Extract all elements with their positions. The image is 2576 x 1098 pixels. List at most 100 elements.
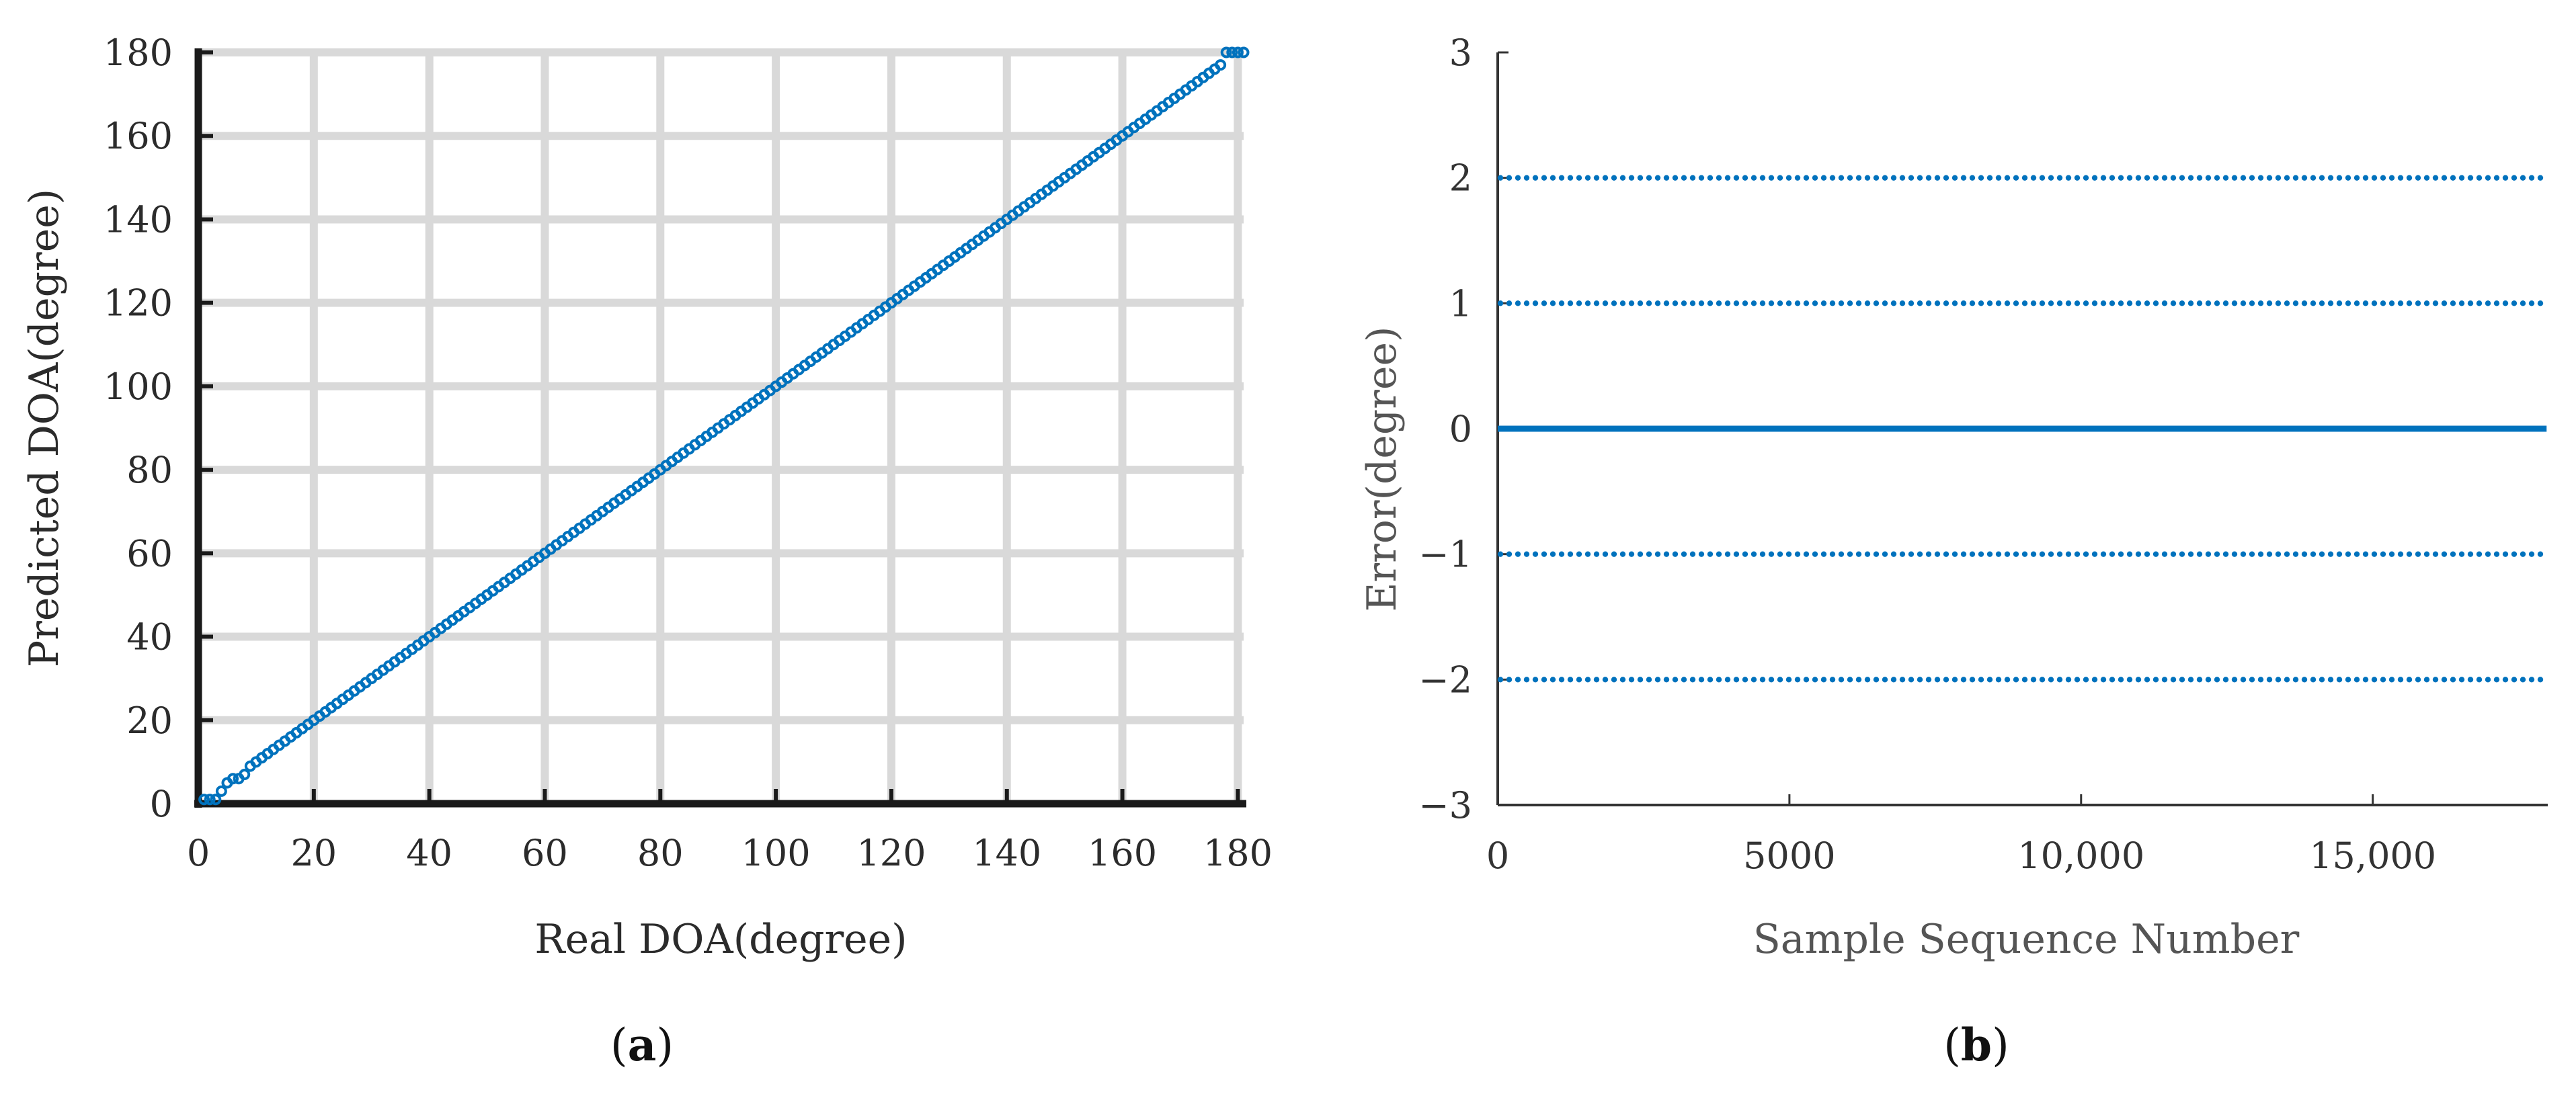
panel-b-data-point <box>2476 677 2483 683</box>
panel-b-data-point <box>2458 175 2465 181</box>
panel-b-data-point <box>2528 677 2535 683</box>
panel-a-x-tick-label: 100 <box>741 832 811 874</box>
panel-b-data-point <box>2450 551 2456 557</box>
panel-b-data-point <box>2397 175 2404 181</box>
panel-b-data-point <box>1899 175 1906 181</box>
panel-b-data-point <box>1637 551 1644 557</box>
panel-b-data-point <box>2415 175 2421 181</box>
panel-b-data-point <box>2511 551 2518 557</box>
panel-b-data-point <box>2249 175 2255 181</box>
panel-b-data-point <box>2170 175 2177 181</box>
panel-b-data-point <box>2441 677 2448 683</box>
panel-a-x-tick-label: 0 <box>187 832 210 874</box>
panel-b-data-point <box>2021 551 2028 557</box>
panel-b-data-point <box>2030 300 2037 306</box>
panel-b-data-point <box>2458 551 2465 557</box>
panel-b-data-point <box>2135 551 2142 557</box>
panel-b-data-point <box>2222 300 2229 306</box>
panel-b-data-point <box>2004 677 2011 683</box>
panel-b-data-point <box>2493 175 2500 181</box>
panel-b-data-point <box>2205 175 2212 181</box>
panel-b-data-point <box>1995 551 2002 557</box>
panel-b-data-point <box>2327 551 2334 557</box>
panel-b-data-point <box>2266 677 2273 683</box>
panel-b-data-point <box>1768 175 1775 181</box>
panel-b-data-point <box>2030 551 2037 557</box>
panel-b-data-point <box>2065 677 2072 683</box>
panel-b-data-point <box>2240 677 2247 683</box>
panel-b-y-tick-label: −3 <box>1418 784 1472 827</box>
panel-b-data-point <box>1960 551 1967 557</box>
panel-b-x-tick-label: 5000 <box>1743 835 1835 877</box>
panel-a-y-tick-label: 120 <box>104 282 173 325</box>
panel-a-data-point <box>1232 46 1244 58</box>
panel-b-data-point <box>1951 551 1958 557</box>
panel-b-y-tick-label: 3 <box>1449 32 1472 74</box>
panel-a-y-tick-label: 140 <box>104 198 173 241</box>
panel-b-data-point <box>1637 300 1644 306</box>
panel-b-data-point <box>1794 175 1801 181</box>
panel-b-data-point <box>2118 677 2124 683</box>
panel-b-error-level-row <box>1497 175 2544 181</box>
panel-b-data-point <box>2371 677 2378 683</box>
panel-b-error-level-row <box>1497 300 2544 306</box>
panel-b-data-point <box>1567 677 1574 683</box>
panel-b-data-point <box>1602 551 1609 557</box>
panel-a-y-tick-label: 80 <box>126 449 173 491</box>
panel-b-data-point <box>2179 677 2185 683</box>
panel-b-data-point <box>2144 175 2150 181</box>
panel-b-data-point <box>2065 175 2072 181</box>
panel-a-y-tick-labels: 0 20 40 60 80 100 120 140 160 180 <box>104 32 173 825</box>
panel-b-data-point <box>1917 677 1923 683</box>
panel-b-data-point <box>2039 677 2046 683</box>
panel-b-data-point <box>1689 175 1696 181</box>
panel-b-data-point <box>1567 551 1574 557</box>
panel-a-y-tick-label: 180 <box>104 32 173 74</box>
panel-b-data-point <box>1515 300 1521 306</box>
panel-b-data-point <box>2091 175 2098 181</box>
panel-b-data-point <box>2301 551 2308 557</box>
panel-b-data-point <box>2362 677 2369 683</box>
panel-b-data-point <box>2109 175 2116 181</box>
panel-b-data-point <box>1541 175 1547 181</box>
panel-b-data-point <box>1532 677 1539 683</box>
panel-b-data-point <box>1785 300 1792 306</box>
panel-a-y-tick-label: 20 <box>126 700 173 742</box>
panel-a-axes <box>194 48 1246 808</box>
panel-b-data-point <box>1584 551 1591 557</box>
panel-b-data-point <box>2493 551 2500 557</box>
panel-b-data-point <box>1768 300 1775 306</box>
panel-b-data-point <box>2257 175 2264 181</box>
panel-b-data-point <box>1759 300 1766 306</box>
panel-b-data-point <box>1812 300 1818 306</box>
panel-b-data-point <box>1576 300 1582 306</box>
panel-a-data-point <box>1226 46 1238 58</box>
panel-b-data-point <box>2039 175 2046 181</box>
panel-b-data-point <box>1864 677 1871 683</box>
panel-b-data-point <box>2039 300 2046 306</box>
panel-a-x-tick-label: 180 <box>1203 832 1273 874</box>
panel-b-data-point <box>2196 175 2203 181</box>
panel-b-data-point <box>2257 300 2264 306</box>
panel-b-data-point <box>1637 175 1644 181</box>
panel-b-data-point <box>1663 300 1670 306</box>
panel-b-data-point <box>2380 551 2386 557</box>
panel-b-data-point <box>1838 300 1845 306</box>
panel-b-data-point <box>2450 677 2456 683</box>
panel-b-data-point <box>1925 300 1932 306</box>
panel-b-data-point <box>2388 300 2395 306</box>
panel-b-caption-letter: b <box>1961 1019 1992 1071</box>
panel-b-data-point <box>2528 175 2535 181</box>
panel-b-data-point <box>1820 677 1827 683</box>
panel-a-data-point <box>239 769 251 781</box>
panel-b-data-point <box>1890 175 1897 181</box>
panel-b-error-level-row <box>1497 677 2544 683</box>
panel-b-data-point <box>1628 300 1635 306</box>
panel-b-data-point <box>2327 677 2334 683</box>
panel-b-data-point <box>1646 551 1652 557</box>
panel-b-y-tick-label: 2 <box>1449 157 1472 200</box>
panel-b-data-point <box>1716 300 1722 306</box>
panel-b-data-point <box>1523 175 1530 181</box>
panel-b-data-point <box>1969 300 1976 306</box>
panel-b-data-point <box>1654 677 1661 683</box>
